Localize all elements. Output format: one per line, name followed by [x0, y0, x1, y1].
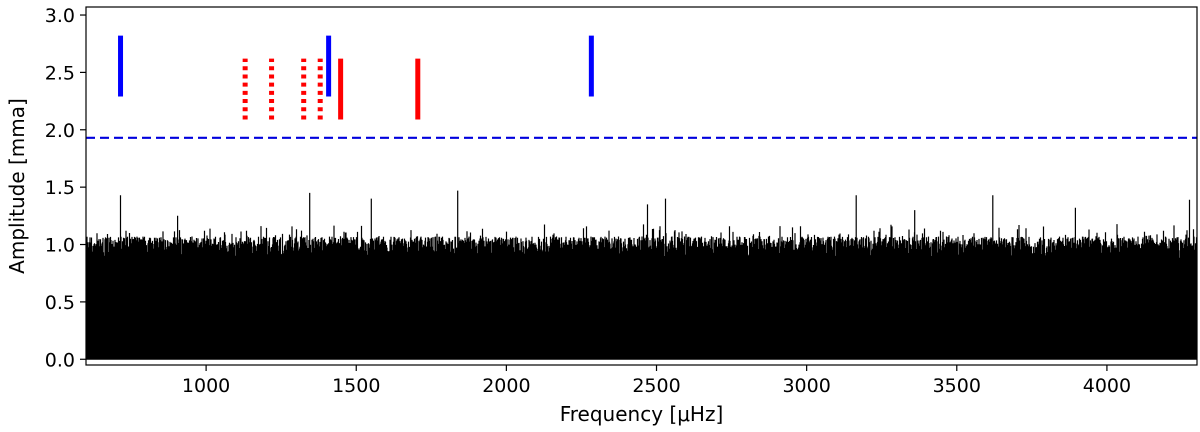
x-axis-label: Frequency [μHz]	[560, 402, 724, 426]
y-tick-label: 0.0	[45, 349, 75, 371]
x-tick-label: 3000	[782, 375, 830, 397]
y-tick-label: 0.5	[45, 292, 75, 314]
x-tick-label: 3500	[933, 375, 981, 397]
x-tick-label: 1500	[332, 375, 380, 397]
y-tick-label: 1.0	[45, 235, 75, 257]
y-tick-label: 2.5	[45, 62, 75, 84]
spectrum-dense-region	[86, 260, 1197, 360]
x-tick-label: 4000	[1083, 375, 1131, 397]
y-axis-label: Amplitude [mma]	[5, 98, 29, 274]
plot-area	[86, 136, 1197, 360]
axes: 1000 1500 2000 2500 3000 3500 4000 0.0 0.5 1.0 1.5…	[45, 5, 1198, 397]
x-tick-label: 2500	[632, 375, 680, 397]
y-tick-label: 3.0	[45, 5, 75, 27]
x-tick-label: 1000	[182, 375, 230, 397]
frequency-markers	[118, 35, 594, 120]
x-tick-label: 2000	[482, 375, 530, 397]
y-tick-label: 1.5	[45, 177, 75, 199]
y-tick-label: 2.0	[45, 120, 75, 142]
plot-frame	[85, 6, 1198, 366]
